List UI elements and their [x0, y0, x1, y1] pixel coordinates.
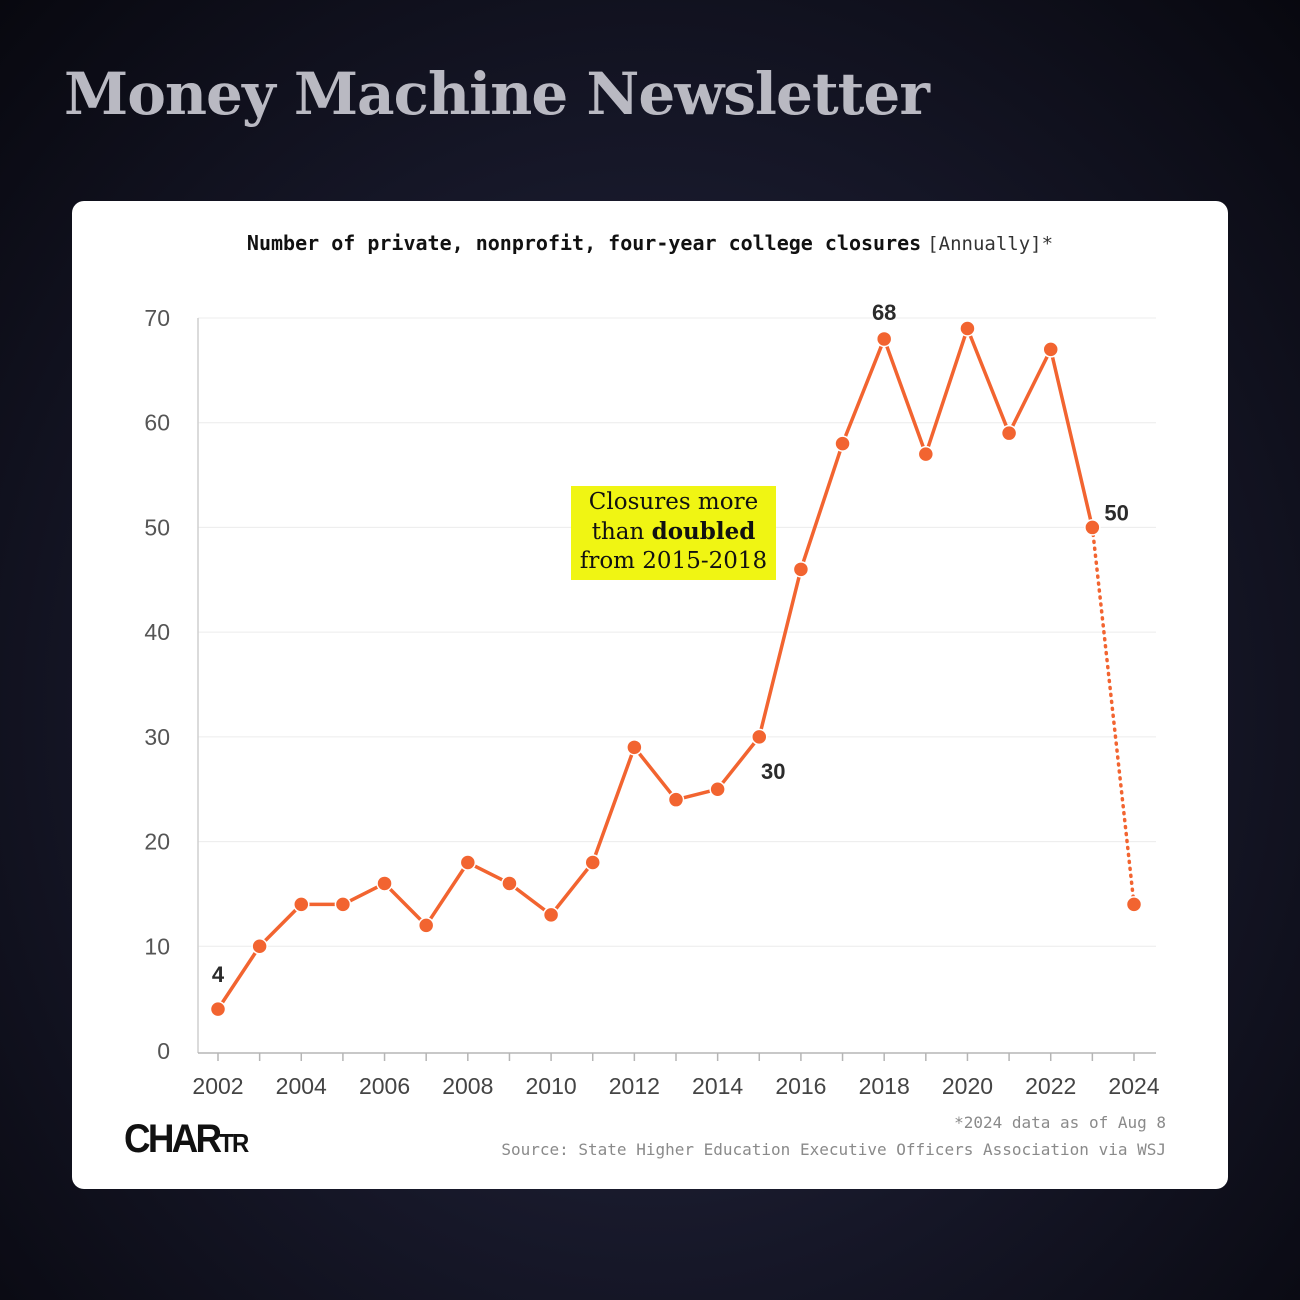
data-label: 30: [761, 759, 785, 784]
x-tick-label: 2014: [692, 1073, 743, 1099]
x-tick-label: 2002: [192, 1073, 243, 1099]
x-tick-label: 2020: [942, 1073, 993, 1099]
chartr-logo: CHARTR: [124, 1117, 249, 1161]
data-point: [709, 780, 726, 798]
y-tick-label: 20: [144, 829, 170, 855]
data-point: [792, 561, 810, 578]
callout-bold: doubled: [651, 518, 756, 545]
data-point: [1000, 424, 1018, 442]
callout-line-2-pre: than: [591, 519, 652, 545]
y-tick-label: 0: [157, 1038, 170, 1064]
data-point: [376, 875, 393, 892]
x-tick-label: 2022: [1025, 1073, 1076, 1099]
data-point: [417, 917, 435, 934]
callout-line-1: Closures more: [588, 489, 759, 515]
y-tick-label: 60: [144, 410, 170, 436]
y-tick-label: 40: [144, 619, 170, 645]
data-point: [751, 728, 768, 746]
data-label: 4: [212, 962, 225, 987]
data-point: [1042, 341, 1059, 358]
data-point: [542, 906, 560, 924]
series-closures: [209, 320, 1143, 1018]
x-tick-label: 2004: [276, 1073, 327, 1099]
x-tick-label: 2012: [609, 1073, 660, 1099]
annotation-callout: Closures more than doubled from 2015-201…: [571, 486, 776, 580]
y-tick-label: 70: [144, 305, 170, 331]
x-tick-label: 2016: [775, 1073, 826, 1099]
data-point: [1084, 519, 1101, 536]
data-point: [626, 739, 643, 756]
line-chart: 0 10 20 30 40 50 60 70 2002 2004 2006 2008 2010 2012…: [144, 300, 1160, 1099]
x-tick-label: 2006: [359, 1073, 410, 1099]
data-point: [293, 896, 310, 913]
data-point: [875, 330, 893, 348]
data-labels: 4 30 68 50: [212, 300, 1129, 987]
data-point: [959, 320, 976, 337]
y-tick-label: 50: [144, 514, 170, 540]
footnote: *2024 data as of Aug 8 Source: State Hig…: [501, 1109, 1166, 1163]
data-point: [459, 854, 477, 871]
data-point: [917, 445, 935, 463]
data-point: [667, 791, 685, 808]
callout-line-3: from 2015-2018: [579, 548, 768, 574]
data-point: [334, 896, 352, 913]
chart-card: Number of private, nonprofit, four-year …: [72, 201, 1228, 1189]
grid-lines: [198, 317, 1156, 947]
x-tick-label: 2010: [526, 1073, 577, 1099]
series-line: [216, 326, 1095, 1011]
x-axis: 2002 2004 2006 2008 2010 2012 2014 2016 2018 2020…: [192, 1052, 1160, 1099]
chart-title-sub: [Annually]*: [927, 233, 1054, 255]
data-point: [1125, 896, 1143, 913]
chart-title-main: Number of private, nonprofit, four-year …: [246, 231, 922, 255]
data-point: [501, 875, 518, 892]
y-tick-label: 10: [144, 933, 170, 959]
data-label: 50: [1104, 500, 1128, 525]
chart-title: Number of private, nonprofit, four-year …: [72, 231, 1228, 255]
data-point: [209, 1000, 227, 1018]
footnote-note: *2024 data as of Aug 8: [954, 1113, 1166, 1132]
y-axis: 0 10 20 30 40 50 60 70: [144, 305, 199, 1064]
footnote-source: Source: State Higher Education Executive…: [501, 1140, 1166, 1159]
y-tick-label: 30: [144, 724, 170, 750]
data-point: [251, 938, 268, 955]
x-tick-label: 2018: [859, 1073, 910, 1099]
x-tick-label: 2024: [1108, 1073, 1159, 1099]
data-point: [834, 435, 851, 452]
x-tick-label: 2008: [442, 1073, 493, 1099]
data-point: [584, 854, 601, 871]
series-line-partial: [1090, 525, 1136, 907]
newsletter-title: Money Machine Newsletter: [64, 60, 930, 128]
data-label: 68: [872, 300, 896, 325]
